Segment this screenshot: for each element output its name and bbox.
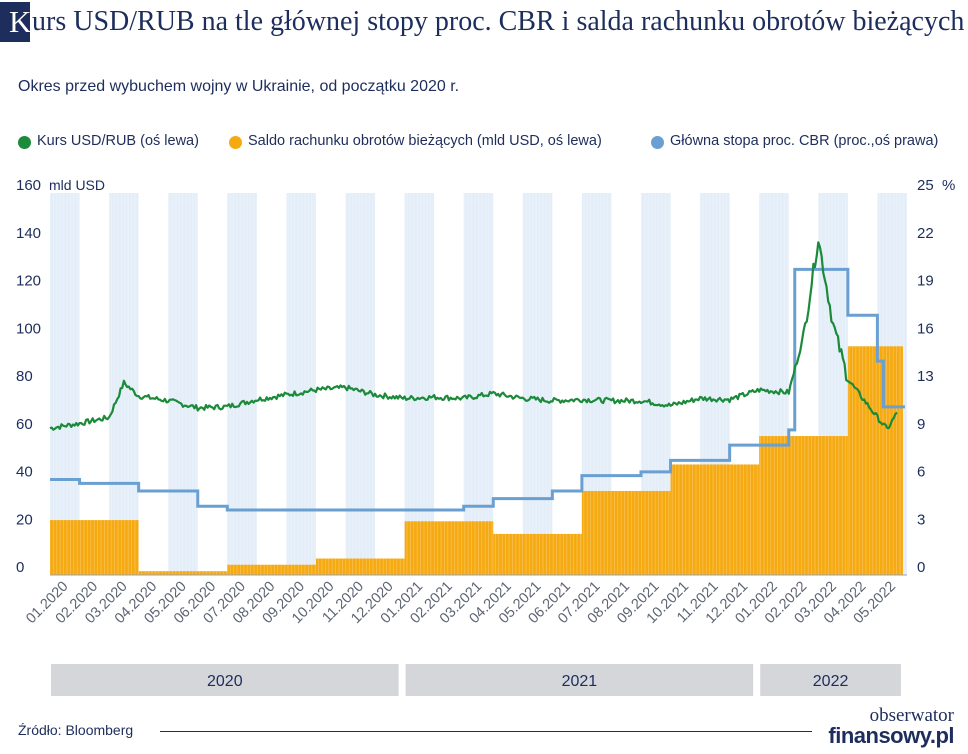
year-band [405,664,754,696]
legend-label: Saldo rachunku obrotów bieżących (mld US… [248,133,602,149]
legend-dot-blue-icon [651,136,664,149]
legend-dot-orange-icon [229,136,242,149]
right-tick-label: 25 [917,177,934,194]
left-tick-label: 80 [16,368,33,385]
left-tick-label: 120 [16,273,41,290]
title-badge: K [0,2,32,42]
left-tick-label: 0 [16,559,24,576]
month-band [522,193,553,575]
source-divider [160,731,812,732]
legend-dot-green-icon [18,136,31,149]
brand-line-1: obserwator [869,705,954,726]
current-account-bar [581,490,671,575]
year-band [51,664,399,696]
left-tick-label: 160 [16,177,41,194]
year-label: 2020 [207,673,243,690]
right-tick-label: 16 [917,320,934,337]
right-tick-label: 13 [917,368,934,385]
month-band [463,193,494,575]
left-tick-label: 20 [16,511,33,528]
current-account-bar [50,520,139,575]
brand-line-2: finansowy.pl [828,723,954,748]
current-account-bar [847,346,903,575]
cbr-rate-line [50,267,905,512]
month-band [345,193,376,575]
source-note: Źródło: Bloomberg [18,722,134,738]
current-account-bar [759,436,848,575]
right-tick-label: 19 [917,273,934,290]
month-band [50,193,80,575]
chart-title: K urs USD/RUB na tle głównej stopy proc.… [0,0,968,46]
brand-logo: obserwator finansowy.pl [828,705,954,748]
legend-label: Kurs USD/RUB (oś lewa) [37,133,199,149]
right-tick-label: 6 [917,464,925,481]
current-account-bar [227,564,316,575]
right-tick-label: 3 [917,511,925,528]
usdrub-line [49,241,898,431]
month-band [168,193,198,575]
title-text: urs USD/RUB na tle głównej stopy proc. C… [32,6,965,37]
right-tick-label: 22 [917,225,934,242]
month-band [404,193,435,575]
right-tick-label: 0 [917,559,925,576]
current-account-bar [404,521,494,575]
year-label: 2021 [562,673,598,690]
right-tick-label: 9 [917,416,925,433]
left-tick-label: 40 [16,464,33,481]
right-axis-unit: % [942,177,955,194]
left-tick-label: 60 [16,416,33,433]
year-band [760,664,901,696]
left-axis-unit: mld USD [49,177,105,193]
title-badge-letter: K [9,4,32,39]
current-account-bar [138,571,228,575]
year-label: 2022 [813,673,849,690]
chart-area: 0 20 40 60 80 100 120 140 160 mld USD 0 3 6 9 13 16 19 22… [16,177,955,696]
current-account-bar [493,533,582,575]
left-tick-label: 140 [16,225,41,242]
legend-label: Główna stopa proc. CBR (proc.,oś prawa) [670,133,939,149]
chart-subtitle: Okres przed wybuchem wojny w Ukrainie, o… [18,78,460,95]
month-band [227,193,257,575]
current-account-bar [315,558,405,575]
current-account-bar [670,464,760,575]
left-tick-label: 100 [16,320,41,337]
